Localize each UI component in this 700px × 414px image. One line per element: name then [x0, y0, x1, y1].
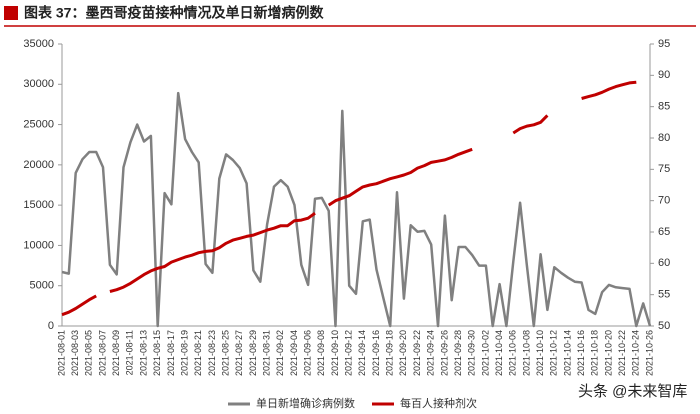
x-tick-label: 2021-08-17	[166, 330, 176, 376]
x-tick-label: 2021-10-02	[480, 330, 490, 376]
x-tick-label: 2021-08-11	[125, 330, 135, 375]
title-icon	[4, 6, 18, 20]
y2-tick-label: 65	[658, 226, 670, 238]
x-tick-label: 2021-08-19	[179, 330, 189, 376]
y2-tick-label: 70	[658, 195, 670, 207]
chart-title: 图表 37：墨西哥疫苗接种情况及单日新增病例数	[24, 5, 324, 21]
series-line	[61, 91, 652, 328]
y2-tick-label: 80	[658, 132, 670, 144]
y2-tick-label: 55	[658, 289, 670, 301]
y-tick-label: 0	[48, 320, 54, 332]
x-tick-label: 2021-10-14	[562, 330, 572, 376]
y-tick-label: 25000	[23, 118, 54, 130]
x-tick-label: 2021-08-07	[97, 330, 107, 376]
y2-tick-label: 95	[658, 38, 670, 50]
y2-tick-label: 60	[658, 257, 670, 269]
x-tick-label: 2021-09-04	[289, 330, 299, 376]
x-tick-label: 2021-08-05	[84, 330, 94, 376]
y-tick-label: 5000	[30, 280, 54, 292]
x-tick-label: 2021-08-27	[234, 330, 244, 376]
x-tick-label: 2021-08-01	[56, 330, 66, 376]
x-tick-label: 2021-08-15	[152, 330, 162, 376]
x-tick-label: 2021-09-22	[412, 330, 422, 376]
x-tick-label: 2021-09-18	[385, 330, 395, 376]
x-tick-label: 2021-09-02	[275, 330, 285, 376]
x-tick-label: 2021-09-28	[453, 330, 463, 376]
y2-tick-label: 90	[658, 69, 670, 81]
x-tick-label: 2021-08-03	[70, 330, 80, 376]
y-tick-label: 20000	[23, 159, 54, 171]
x-tick-label: 2021-09-10	[330, 330, 340, 376]
x-tick-label: 2021-10-18	[590, 330, 600, 376]
x-tick-label: 2021-08-29	[248, 330, 258, 376]
y-tick-label: 35000	[23, 38, 54, 50]
x-tick-label: 2021-08-21	[193, 330, 203, 376]
x-tick-label: 2021-08-09	[111, 330, 121, 376]
x-tick-label: 2021-09-30	[467, 330, 477, 376]
legend-label: 每百人接种剂次	[400, 396, 477, 410]
x-tick-label: 2021-09-24	[426, 330, 436, 376]
x-tick-label: 2021-09-14	[357, 330, 367, 376]
x-tick-label: 2021-09-20	[398, 330, 408, 376]
x-tick-label: 2021-08-25	[220, 330, 230, 376]
legend-label: 单日新增确诊病例数	[256, 396, 355, 410]
x-tick-label: 2021-10-22	[617, 330, 627, 376]
y2-tick-label: 50	[658, 320, 670, 332]
x-tick-label: 2021-10-24	[631, 330, 641, 376]
x-tick-label: 2021-08-13	[138, 330, 148, 376]
x-tick-label: 2021-09-16	[371, 330, 381, 376]
series-line	[61, 80, 637, 317]
y2-tick-label: 85	[658, 101, 670, 113]
x-tick-label: 2021-10-08	[521, 330, 531, 376]
y-tick-label: 15000	[23, 199, 54, 211]
y2-tick-label: 75	[658, 163, 670, 175]
x-tick-label: 2021-10-10	[535, 330, 545, 376]
x-tick-label: 2021-08-23	[207, 330, 217, 376]
x-tick-label: 2021-09-12	[344, 330, 354, 376]
watermark: 头条 @未来智库	[578, 382, 687, 400]
y-tick-label: 10000	[23, 239, 54, 251]
x-tick-label: 2021-10-12	[549, 330, 559, 376]
x-tick-label: 2021-10-16	[576, 330, 586, 376]
x-tick-label: 2021-09-06	[303, 330, 313, 376]
x-tick-label: 2021-10-20	[603, 330, 613, 376]
x-tick-label: 2021-10-06	[508, 330, 518, 376]
x-tick-label: 2021-08-31	[261, 330, 271, 376]
y-tick-label: 30000	[23, 78, 54, 90]
x-tick-label: 2021-10-26	[644, 330, 654, 376]
x-tick-label: 2021-09-26	[439, 330, 449, 376]
x-tick-label: 2021-10-04	[494, 330, 504, 376]
x-tick-label: 2021-09-08	[316, 330, 326, 376]
